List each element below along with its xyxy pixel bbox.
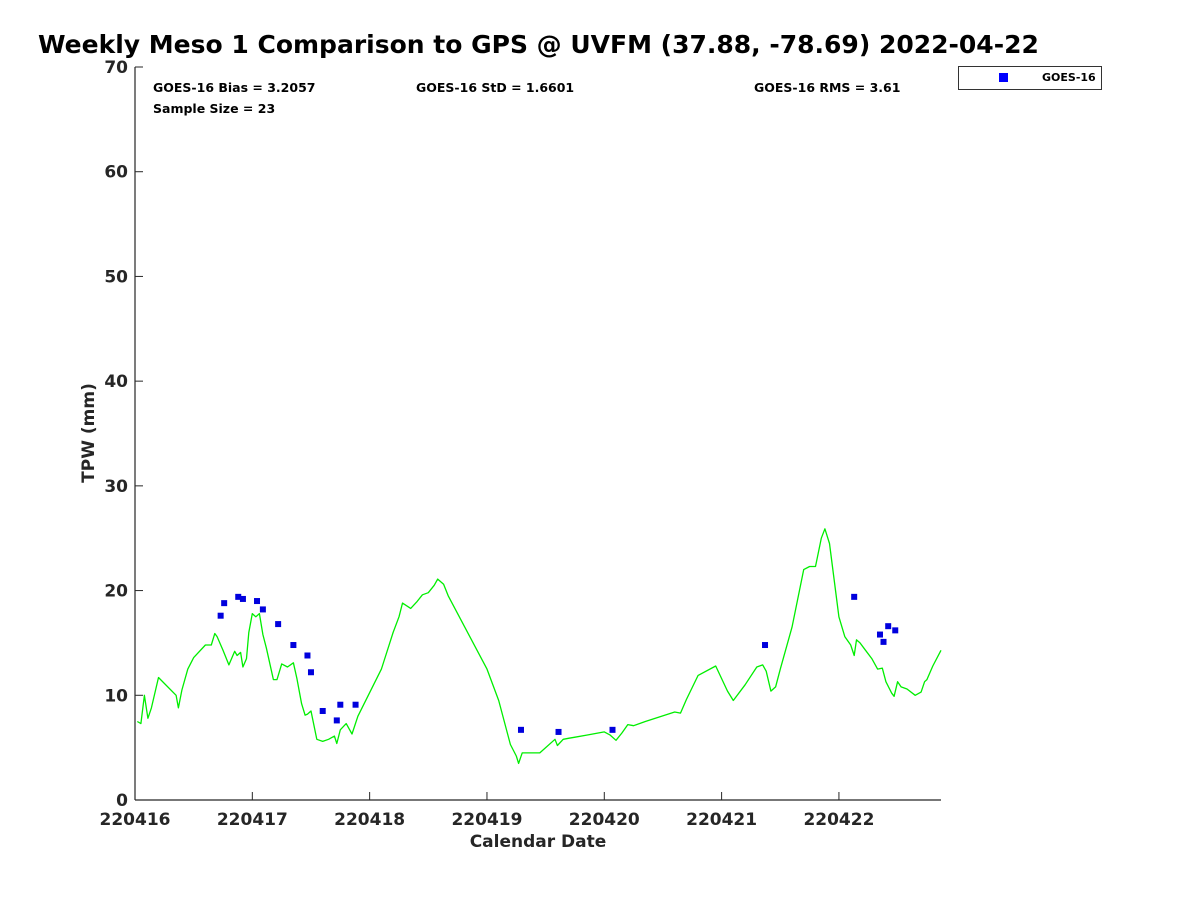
goes-16-point xyxy=(337,701,344,708)
goes-16-point xyxy=(885,623,892,630)
goes-16-point xyxy=(333,717,340,724)
x-tick-label: 220420 xyxy=(569,810,640,830)
goes-16-point xyxy=(290,642,297,649)
y-tick-label: 0 xyxy=(116,791,128,811)
x-tick-label: 220416 xyxy=(100,810,171,830)
goes-16-point xyxy=(851,593,858,600)
goes-16-point xyxy=(609,726,616,733)
goes-16-point xyxy=(352,701,359,708)
goes-16-point xyxy=(217,612,224,619)
legend: GOES-16 xyxy=(958,66,1102,90)
goes-16-point xyxy=(876,631,883,638)
std-stat: GOES-16 StD = 1.6601 xyxy=(416,80,575,95)
y-tick-label: 10 xyxy=(104,686,128,706)
y-tick-label: 30 xyxy=(104,477,128,497)
x-tick-label: 220422 xyxy=(803,810,874,830)
sample-size-stat: Sample Size = 23 xyxy=(153,101,276,116)
goes-16-point xyxy=(254,598,261,605)
y-tick-label: 40 xyxy=(104,372,128,392)
goes-16-point xyxy=(235,593,242,600)
y-tick-label: 60 xyxy=(104,163,128,183)
goes-16-point xyxy=(517,726,524,733)
goes-16-point xyxy=(307,669,314,676)
y-tick-label: 70 xyxy=(104,58,128,78)
goes-16-point xyxy=(275,621,282,628)
y-tick-label: 20 xyxy=(104,582,128,602)
goes-16-series xyxy=(217,593,899,735)
x-tick-label: 220421 xyxy=(686,810,757,830)
goes-16-point xyxy=(555,728,562,735)
legend-label: GOES-16 xyxy=(1042,71,1096,84)
y-axis-label: TPW (mm) xyxy=(79,383,99,483)
bias-stat: GOES-16 Bias = 3.2057 xyxy=(153,80,316,95)
y-tick-label: 50 xyxy=(104,267,128,287)
goes-16-point xyxy=(221,600,228,607)
gps-series xyxy=(136,528,942,765)
goes-16-point xyxy=(259,606,266,613)
goes-16-point xyxy=(762,642,769,649)
goes-16-point xyxy=(892,627,899,634)
legend-marker-icon xyxy=(999,73,1008,82)
goes-16-point xyxy=(319,707,326,714)
x-tick-label: 220418 xyxy=(334,810,405,830)
x-axis-label: Calendar Date xyxy=(470,832,607,852)
axes: 0 10 20 30 40 50 60 70 220416 220417 220418 220419 2… xyxy=(100,58,941,830)
gps-series-line xyxy=(136,528,942,765)
x-tick-label: 220417 xyxy=(217,810,288,830)
chart-title: Weekly Meso 1 Comparison to GPS @ UVFM (… xyxy=(38,30,1039,59)
goes-16-point xyxy=(304,652,311,659)
x-tick-label: 220419 xyxy=(451,810,522,830)
goes-16-point xyxy=(239,595,246,602)
goes-16-point xyxy=(880,638,887,645)
rms-stat: GOES-16 RMS = 3.61 xyxy=(754,80,901,95)
